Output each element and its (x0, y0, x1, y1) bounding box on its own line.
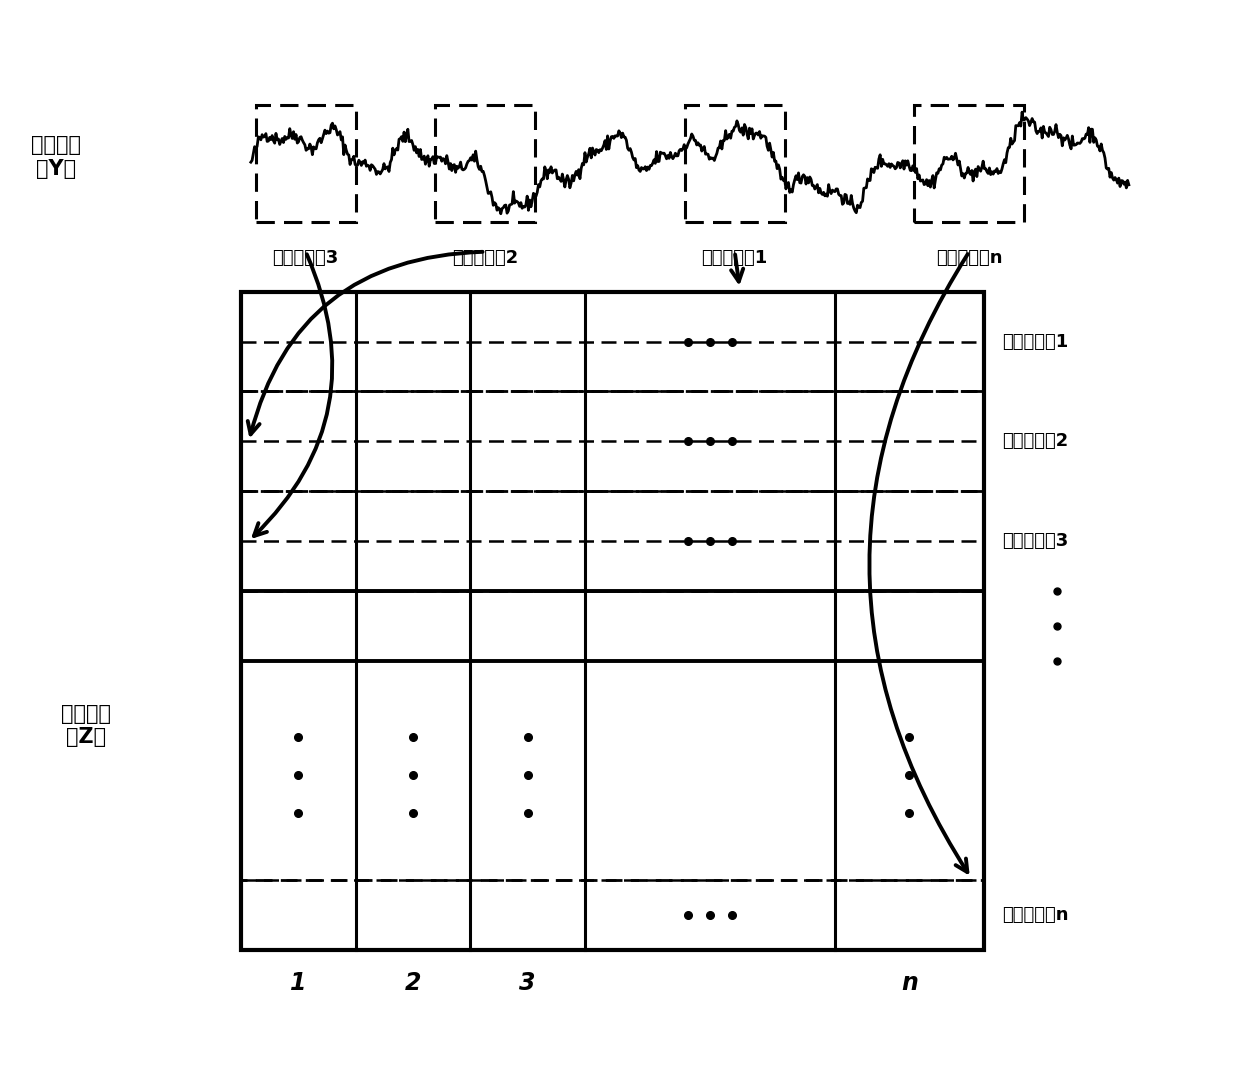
Text: 压缩信号
（Y）: 压缩信号 （Y） (31, 136, 82, 179)
Text: n: n (901, 971, 918, 995)
Text: 样本数据南1: 样本数据南1 (1002, 332, 1069, 351)
Text: 样本数据南2: 样本数据南2 (453, 249, 518, 267)
Text: 样本数据南3: 样本数据南3 (273, 249, 339, 267)
Bar (241, 292, 985, 392)
Text: 样本数据段n: 样本数据段n (936, 249, 1002, 267)
Text: 3: 3 (520, 971, 536, 995)
Text: 样本数据段n: 样本数据段n (1002, 906, 1069, 924)
Text: 样本数据南1: 样本数据南1 (702, 249, 768, 267)
Bar (241, 491, 985, 591)
Bar (241, 880, 985, 950)
Text: 样本数据南2: 样本数据南2 (1002, 433, 1069, 450)
Bar (241, 392, 985, 491)
Text: 2: 2 (404, 971, 422, 995)
Text: 重组图像
（Z）: 重组图像 （Z） (61, 704, 112, 747)
Bar (684, 105, 785, 222)
Bar (255, 105, 356, 222)
Bar (241, 292, 985, 950)
Text: 样本数据南3: 样本数据南3 (1002, 532, 1069, 550)
Bar (914, 105, 1024, 222)
Text: 1: 1 (290, 971, 306, 995)
Bar (435, 105, 536, 222)
